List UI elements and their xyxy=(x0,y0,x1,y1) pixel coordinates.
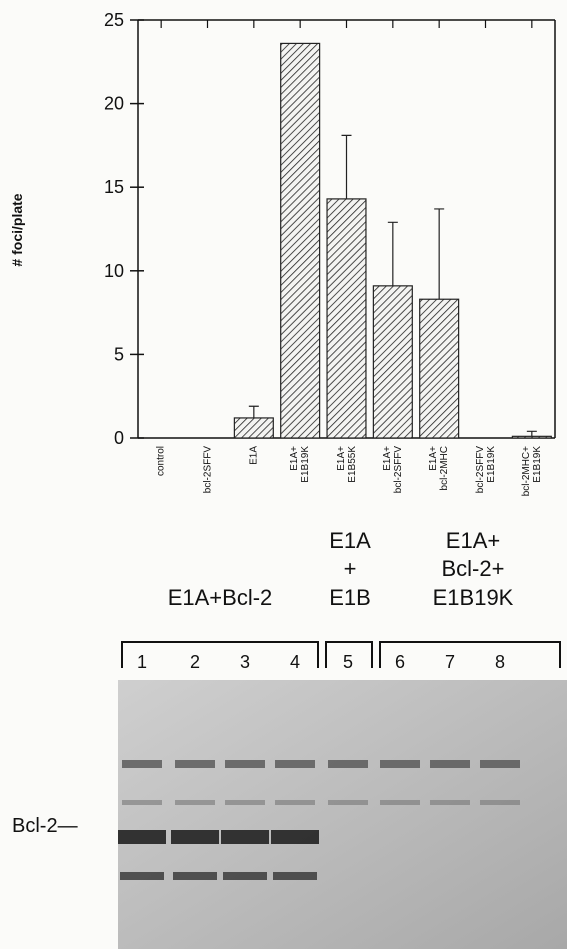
gel-band xyxy=(221,830,269,844)
error-bar xyxy=(527,431,537,436)
gel-band xyxy=(118,830,166,844)
bar xyxy=(234,418,273,438)
error-bar xyxy=(434,209,444,299)
gel-band xyxy=(380,760,420,768)
gel-band xyxy=(480,800,520,805)
group-label: + xyxy=(344,556,357,581)
x-tick-label: bcl-2MHC+ E1B19K xyxy=(521,446,543,550)
gel-band xyxy=(380,800,420,805)
bar xyxy=(373,286,412,438)
x-tick-label: E1A+ bcl-2SFFV xyxy=(382,446,404,550)
x-tick-label: E1A xyxy=(248,446,259,550)
y-tick-label: 10 xyxy=(104,261,124,281)
gel-band xyxy=(271,830,319,844)
gel-band xyxy=(225,760,265,768)
lane-number: 3 xyxy=(240,652,250,672)
x-tick-label: E1A+ E1B55K xyxy=(336,446,358,550)
gel-band xyxy=(223,872,267,880)
x-tick-label: control xyxy=(156,446,167,550)
gel-band xyxy=(273,872,317,880)
gel-band xyxy=(175,800,215,805)
bar xyxy=(327,199,366,438)
y-tick-label: 5 xyxy=(114,344,124,364)
lane-number: 5 xyxy=(343,652,353,672)
gel-band xyxy=(175,760,215,768)
gel-band xyxy=(122,760,162,768)
x-tick-label: bcl-2SFFV xyxy=(202,446,213,550)
figure: # foci/plate 0510152025E1A+Bcl-2E1A+E1BE… xyxy=(0,0,567,949)
group-label: Bcl-2+ xyxy=(442,556,505,581)
gel-band xyxy=(225,800,265,805)
group-label: E1A+Bcl-2 xyxy=(168,585,273,610)
x-tick-label: bcl-2SFFV E1B19K xyxy=(475,446,497,550)
y-tick-label: 15 xyxy=(104,177,124,197)
lane-number: 6 xyxy=(395,652,405,672)
lane-number: 8 xyxy=(495,652,505,672)
group-label: E1B19K xyxy=(433,585,514,610)
gel-band xyxy=(122,800,162,805)
y-axis-label: # foci/plate xyxy=(9,193,25,266)
gel-band xyxy=(328,760,368,768)
group-label: E1B xyxy=(329,585,371,610)
gel-band xyxy=(430,800,470,805)
gel-band xyxy=(480,760,520,768)
lane-number: 4 xyxy=(290,652,300,672)
band-label: Bcl-2— xyxy=(12,815,78,837)
gel-band xyxy=(275,760,315,768)
y-tick-label: 20 xyxy=(104,94,124,114)
error-bar xyxy=(388,222,398,286)
bar xyxy=(512,436,551,438)
error-bar xyxy=(249,406,259,418)
y-tick-label: 25 xyxy=(104,10,124,30)
x-tick-label: E1A+ bcl-2MHC xyxy=(428,446,450,550)
gel-band xyxy=(328,800,368,805)
gel-image xyxy=(118,680,567,949)
y-tick-label: 0 xyxy=(114,428,124,448)
lane-number: 7 xyxy=(445,652,455,672)
bar xyxy=(281,43,320,438)
error-bar xyxy=(342,135,352,199)
lane-number: 2 xyxy=(190,652,200,672)
x-tick-label: E1A+ E1B19K xyxy=(289,446,311,550)
gel-band xyxy=(120,872,164,880)
bar xyxy=(420,299,459,438)
lane-number: 1 xyxy=(137,652,147,672)
gel-band xyxy=(171,830,219,844)
gel-band xyxy=(430,760,470,768)
gel-band xyxy=(173,872,217,880)
gel-band xyxy=(275,800,315,805)
